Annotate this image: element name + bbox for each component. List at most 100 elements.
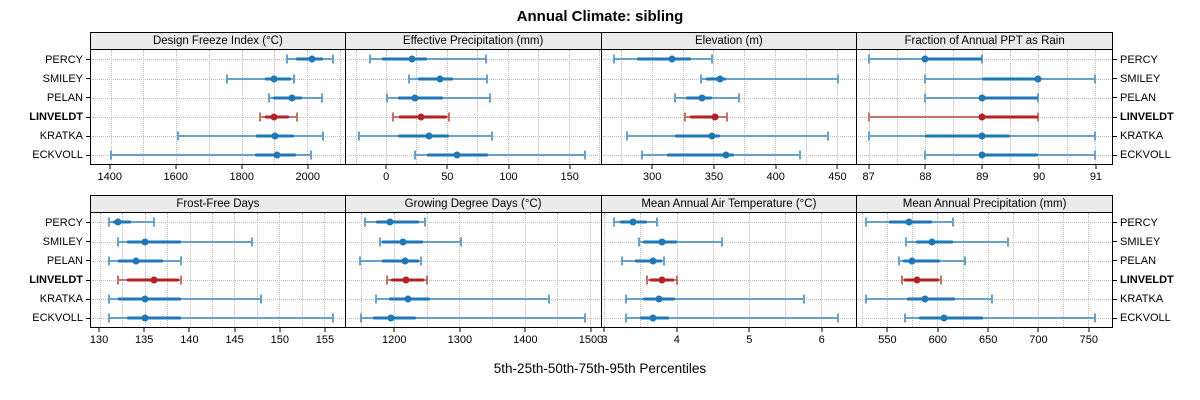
gridline-horizontal <box>92 59 344 61</box>
whisker-cap <box>803 294 806 303</box>
station-label: ECKVOLL <box>32 312 83 325</box>
gridline-vertical <box>621 50 623 164</box>
gridline-vertical <box>1038 50 1040 164</box>
iqr-bar <box>417 77 453 80</box>
station-label: PERCY <box>1120 53 1158 66</box>
gridline-vertical <box>234 213 236 327</box>
station-label: ECKVOLL <box>1120 312 1171 325</box>
median-dot <box>141 314 149 321</box>
whisker-cap <box>726 112 729 121</box>
whisker-cap <box>904 313 907 322</box>
gridline-vertical <box>712 213 714 327</box>
gridline-vertical <box>640 213 642 327</box>
station-label-row: ECKVOLL <box>0 309 90 328</box>
plot-panel <box>90 50 346 165</box>
whisker-cap <box>867 54 870 64</box>
station-label: PERCY <box>45 53 83 66</box>
row-axis-tick <box>1113 241 1117 243</box>
gridline-vertical <box>820 213 822 327</box>
whisker-cap <box>392 112 395 121</box>
gridline-vertical <box>339 50 341 164</box>
axis-tick <box>937 328 939 332</box>
spacer <box>1113 195 1200 213</box>
whisker-cap <box>385 275 388 284</box>
row-axis-tick <box>86 78 90 80</box>
gridline-vertical <box>744 50 746 164</box>
row-axis-tick <box>1113 317 1117 319</box>
iqr-bar <box>903 259 941 262</box>
median-dot <box>436 75 444 82</box>
row-axis-tick <box>1113 298 1117 300</box>
median-dot <box>629 218 637 226</box>
axis-tick <box>324 328 326 332</box>
whisker-cap <box>179 256 182 265</box>
whisker-cap <box>321 131 324 140</box>
row-axis-tick <box>86 97 90 99</box>
station-labels-left: PERCY SMILEY PELAN LINVELDT KRATKA ECKVOLL <box>0 50 90 165</box>
x-axis: 0 50 100 150 <box>346 165 602 195</box>
axis-tick <box>821 328 823 332</box>
whisker-cap <box>547 294 550 303</box>
axis-tick <box>987 328 989 332</box>
whisker-cap <box>152 217 155 227</box>
spacer <box>0 165 90 195</box>
gridline-vertical <box>99 213 101 327</box>
axis-tick-label: 600 <box>928 334 947 346</box>
station-label: SMILEY <box>42 235 83 248</box>
chart-title: Annual Climate: sibling <box>516 8 684 25</box>
gridline-vertical <box>887 213 889 327</box>
station-label: KRATKA <box>39 130 83 143</box>
whisker-cap <box>674 93 677 102</box>
iqr-bar <box>117 259 163 262</box>
gridline-vertical <box>1095 50 1097 164</box>
whisker-cap <box>625 294 628 303</box>
x-axis: 3 4 5 6 <box>601 328 858 348</box>
axis-tick-label: 3 <box>601 334 608 346</box>
spacer <box>0 195 90 213</box>
whisker-cap <box>612 217 615 227</box>
iqr-bar <box>981 115 1039 118</box>
whisker-cap <box>116 237 119 246</box>
station-label-row: KRATKA <box>1113 290 1200 309</box>
gridline-horizontal <box>602 116 856 118</box>
whisker-cap <box>738 93 741 102</box>
whisker-cap <box>1037 93 1040 102</box>
axis-tick <box>676 328 678 332</box>
station-label-row: KRATKA <box>1113 127 1200 146</box>
whisker-cap <box>826 131 829 140</box>
plot-panel <box>345 213 602 328</box>
axis-tick-label: 140 <box>180 334 199 346</box>
gridline-vertical <box>836 50 838 164</box>
gridline-vertical <box>167 213 169 327</box>
whisker-cap <box>425 275 428 284</box>
whisker-cap <box>711 54 714 64</box>
iqr-bar <box>398 96 444 99</box>
row-axis-tick <box>86 279 90 281</box>
gridline-horizontal <box>92 279 344 281</box>
station-label: PERCY <box>45 216 83 229</box>
whisker-cap <box>386 93 389 102</box>
panel-title: Fraction of Annual PPT as Rain <box>904 35 1065 47</box>
axis-tick <box>234 328 236 332</box>
median-dot <box>908 257 916 264</box>
median-dot <box>308 55 316 63</box>
whisker-cap <box>486 74 489 83</box>
whisker-cap <box>963 256 966 265</box>
station-label: PELAN <box>1120 91 1157 104</box>
whisker-cap <box>625 313 628 322</box>
gridline-vertical <box>507 50 509 164</box>
whisker-cap <box>179 275 182 284</box>
axis-tick-label: 100 <box>499 171 518 183</box>
gridline-vertical <box>477 50 479 164</box>
iqr-bar <box>637 57 692 61</box>
median-dot <box>655 295 662 302</box>
gridline-horizontal <box>858 279 1111 281</box>
station-label-row: ECKVOLL <box>1113 309 1200 328</box>
whisker-cap <box>116 275 119 284</box>
whisker-cap <box>225 74 228 83</box>
gridline-vertical <box>682 50 684 164</box>
gridline-vertical <box>176 50 178 164</box>
whisker-cap <box>448 112 451 121</box>
station-label-row: KRATKA <box>0 290 90 309</box>
gridline-vertical <box>590 213 592 327</box>
